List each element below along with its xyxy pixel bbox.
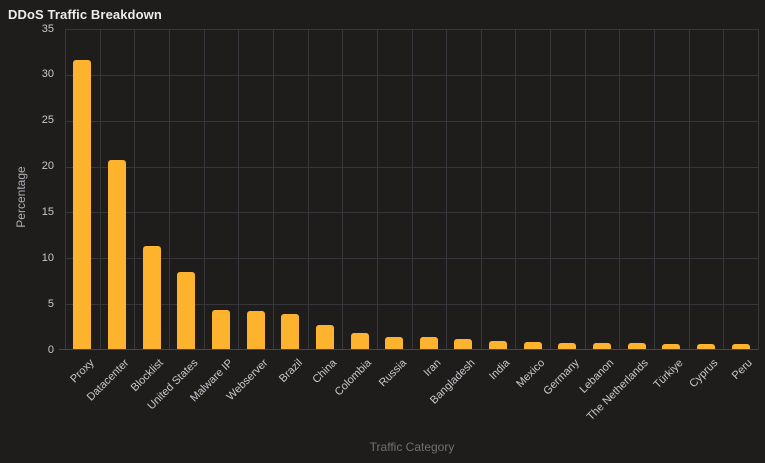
bar-malware-ip [211, 310, 230, 349]
bar-proxy [73, 60, 92, 349]
v-gridline [376, 29, 378, 350]
v-gridline [307, 29, 309, 350]
v-gridline [168, 29, 170, 350]
v-gridline [550, 29, 552, 350]
x-tick-label-colombia: Colombia [332, 357, 375, 399]
y-tick-label-20: 20 [41, 160, 54, 173]
x-axis-title: Traffic Category [369, 440, 455, 454]
x-tick-label-iran: Iran [421, 357, 444, 379]
bar-india [489, 340, 508, 349]
bar-colombia [350, 332, 369, 349]
v-gridline [480, 29, 482, 350]
bar-united-states [177, 271, 196, 349]
v-gridline [134, 29, 136, 350]
v-gridline [654, 29, 656, 350]
v-gridline [584, 29, 586, 350]
v-gridline [203, 29, 205, 350]
y-axis-title: Percentage [14, 166, 28, 228]
y-tick-label-35: 35 [41, 22, 54, 35]
bar-peru [731, 343, 750, 349]
x-tick-label-india: India [487, 357, 513, 383]
y-tick-label-10: 10 [41, 251, 54, 264]
x-tick-label-china: China [310, 357, 340, 386]
v-gridline [65, 29, 66, 350]
x-tick-label-russia: Russia [376, 357, 409, 390]
x-tick-label-türkiye: Türkiye [651, 357, 686, 391]
x-tick-label-cyprus: Cyprus [687, 357, 721, 391]
v-gridline [723, 29, 725, 350]
y-tick-label-5: 5 [47, 297, 54, 310]
v-gridline [272, 29, 274, 350]
bar-germany [558, 342, 577, 349]
x-tick-label-mexico: Mexico [514, 357, 548, 391]
y-tick-label-25: 25 [41, 114, 54, 127]
plot-area [59, 29, 759, 350]
chart-title: DDoS Traffic Breakdown [8, 7, 162, 22]
v-gridline [342, 29, 344, 350]
x-tick-label-the-netherlands: The Netherlands [585, 357, 652, 423]
y-tick-label-15: 15 [41, 205, 54, 218]
x-axis-line [59, 349, 758, 350]
v-gridline [238, 29, 240, 350]
bar-mexico [523, 342, 542, 349]
v-gridline [619, 29, 621, 350]
x-tick-label-peru: Peru [730, 357, 756, 382]
bar-china [315, 325, 334, 349]
v-gridline [515, 29, 517, 350]
v-gridline [411, 29, 413, 350]
v-gridline [758, 29, 759, 350]
bar-brazil [281, 314, 300, 349]
y-tick-label-0: 0 [47, 343, 54, 356]
bar-datacenter [107, 160, 126, 349]
x-tick-label-brazil: Brazil [276, 357, 305, 385]
bar-webserver [246, 311, 265, 349]
y-tick-label-30: 30 [41, 68, 54, 81]
bar-the-netherlands [627, 343, 646, 349]
bar-russia [385, 336, 404, 349]
bar-iran [419, 337, 438, 349]
x-tick-label-germany: Germany [541, 357, 582, 398]
bar-lebanon [593, 343, 612, 349]
v-gridline [99, 29, 101, 350]
v-gridline [688, 29, 690, 350]
x-tick-label-proxy: Proxy [68, 357, 97, 386]
bar-bangladesh [454, 339, 473, 349]
v-gridline [446, 29, 448, 350]
bar-blocklist [142, 246, 161, 349]
bar-türkiye [662, 343, 681, 349]
bar-cyprus [697, 343, 716, 349]
